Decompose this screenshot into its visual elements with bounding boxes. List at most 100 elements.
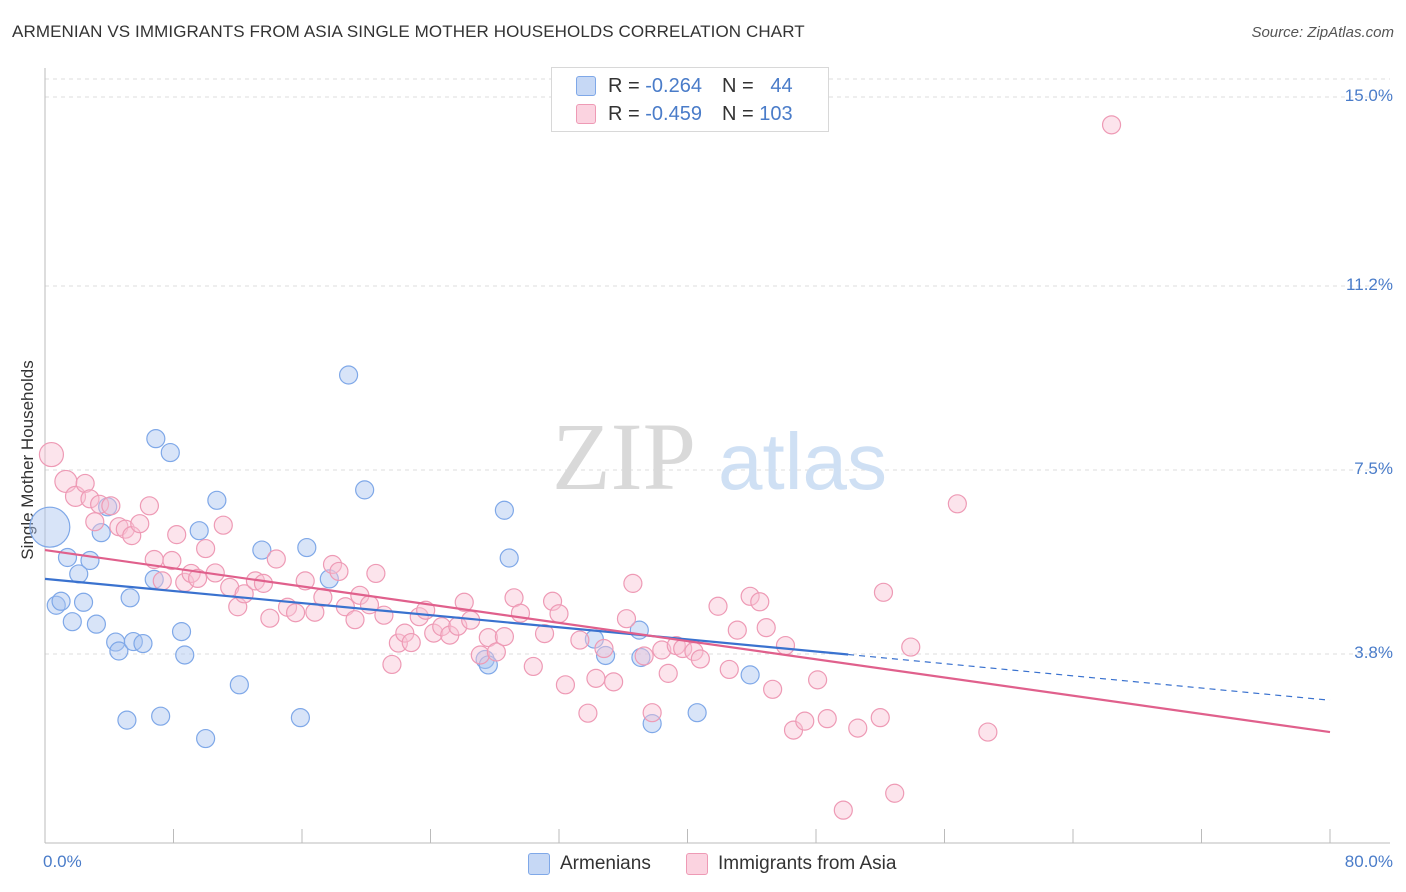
- data-point: [57, 547, 78, 568]
- data-point: [616, 609, 637, 629]
- y-tick-label: 7.5%: [1354, 458, 1393, 478]
- chart-source: Source: ZipAtlas.com: [1251, 24, 1394, 41]
- data-point: [1101, 115, 1122, 135]
- data-point: [101, 496, 121, 516]
- grid-lines: [45, 78, 1390, 655]
- data-point: [189, 521, 209, 541]
- data-point: [795, 711, 815, 731]
- data-point: [499, 548, 519, 568]
- data-point: [594, 638, 614, 659]
- data-point: [756, 618, 776, 638]
- legend-r-value: -0.459: [645, 102, 702, 125]
- bottom-legend-label-immigrants-from-asia: Immigrants from Asia: [718, 853, 897, 874]
- data-point: [73, 592, 94, 612]
- trend-line-immigrants-from-asia: [44, 548, 1331, 734]
- legend-swatch-armenians: [576, 76, 596, 96]
- data-point: [634, 646, 654, 666]
- data-point: [470, 645, 490, 665]
- data-point: [555, 675, 576, 695]
- data-point: [687, 703, 707, 723]
- data-point: [494, 626, 514, 647]
- data-point: [901, 637, 921, 657]
- data-point: [395, 623, 415, 643]
- data-point: [454, 592, 474, 612]
- data-point: [642, 703, 662, 723]
- data-point: [658, 663, 678, 683]
- data-point: [162, 550, 182, 571]
- data-point: [366, 563, 386, 584]
- data-point: [424, 623, 444, 643]
- data-point: [763, 679, 783, 699]
- data-point: [260, 608, 280, 628]
- data-point: [870, 708, 890, 728]
- data-point: [187, 568, 208, 589]
- data-point: [374, 605, 394, 625]
- data-point: [740, 586, 760, 606]
- x-tick-label-max: 80.0%: [1344, 852, 1393, 871]
- legend-n-label: N =: [721, 74, 754, 97]
- data-point: [319, 569, 339, 589]
- data-point: [740, 665, 760, 685]
- data-point: [338, 365, 359, 385]
- data-point: [109, 641, 129, 661]
- data-point: [355, 480, 375, 500]
- bottom-legend-immigrants-from-asia[interactable]: Immigrants from Asia: [686, 852, 896, 876]
- legend-swatch-immigrants-from-asia: [576, 104, 596, 124]
- legend-n-value: 44: [770, 74, 793, 97]
- legend-row-armenians: R = -0.264 N = 44: [576, 73, 793, 99]
- data-point: [266, 549, 286, 569]
- data-point: [570, 630, 590, 650]
- data-point: [80, 489, 100, 509]
- data-point: [123, 631, 143, 652]
- data-point: [152, 571, 172, 591]
- data-point: [160, 442, 180, 463]
- correlation-legend: R = -0.264 N = 44 R = -0.459 N = 103: [551, 67, 829, 132]
- data-point: [329, 561, 349, 582]
- watermark-zip: ZIP: [552, 403, 696, 510]
- data-point: [750, 592, 770, 612]
- data-point: [690, 649, 710, 669]
- data-point: [486, 642, 506, 662]
- data-point: [885, 783, 905, 803]
- data-point: [727, 620, 747, 640]
- legend-r-value: -0.264: [645, 74, 702, 97]
- data-point: [253, 573, 274, 593]
- data-point: [578, 703, 598, 723]
- data-point: [51, 591, 71, 611]
- data-point: [75, 473, 95, 494]
- data-point: [167, 525, 187, 545]
- data-point: [586, 668, 606, 688]
- data-point: [38, 441, 65, 468]
- data-point: [382, 654, 402, 675]
- data-point: [542, 591, 563, 611]
- data-point: [252, 540, 272, 560]
- data-point: [285, 603, 306, 623]
- data-point: [229, 675, 249, 695]
- x-tick-label-min: 0.0%: [43, 852, 82, 871]
- trend-lines: [44, 548, 1331, 734]
- data-point: [146, 429, 166, 449]
- data-point: [139, 496, 160, 516]
- bottom-legend-armenians[interactable]: Armenians: [528, 852, 651, 876]
- data-point: [817, 709, 837, 729]
- legend-r-label: R =: [608, 74, 640, 97]
- data-point: [297, 537, 317, 558]
- data-point: [171, 622, 192, 642]
- data-point: [345, 610, 365, 630]
- data-point: [623, 573, 643, 593]
- chart-title: ARMENIAN VS IMMIGRANTS FROM ASIA SINGLE …: [12, 22, 805, 41]
- y-tick-label: 15.0%: [1344, 86, 1393, 105]
- data-point: [808, 670, 828, 690]
- data-point: [62, 612, 82, 632]
- data-point: [85, 512, 105, 532]
- data-point: [151, 706, 171, 726]
- data-point: [86, 614, 107, 634]
- data-point: [775, 635, 796, 656]
- watermark: ZIP atlas: [552, 403, 887, 510]
- data-point: [652, 640, 672, 660]
- trend-line-armenians-extension: [848, 653, 1331, 701]
- watermark-atlas: atlas: [718, 417, 887, 506]
- data-point: [120, 588, 140, 608]
- data-point: [947, 494, 967, 514]
- series-armenians: [29, 365, 760, 749]
